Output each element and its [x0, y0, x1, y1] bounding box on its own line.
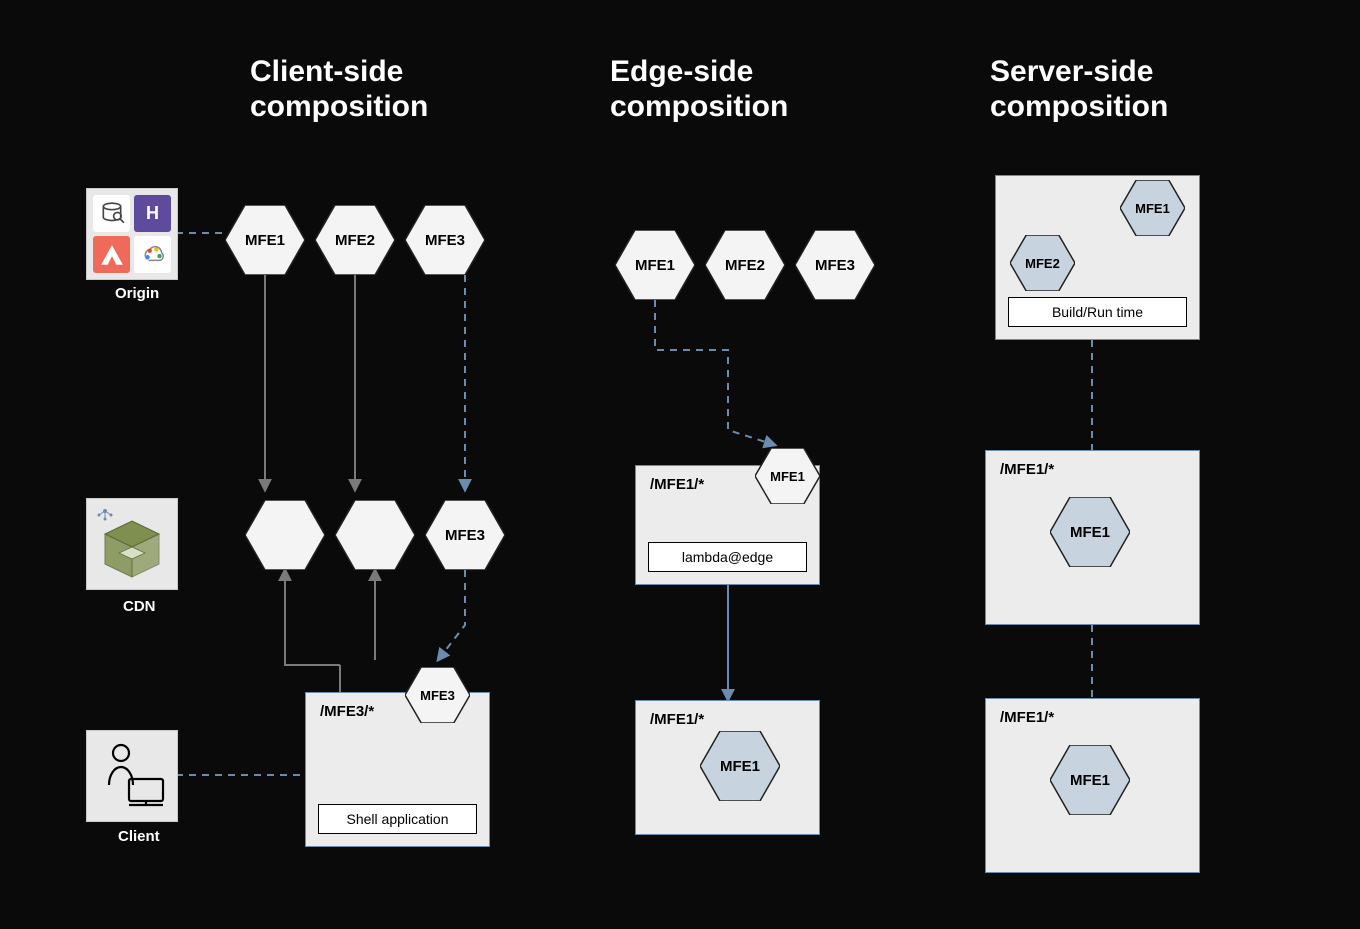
cs-mfe3-top-label: MFE3 — [425, 232, 465, 249]
cs-mfe3-sm-label: MFE3 — [420, 688, 455, 703]
cs-mfe2-top-label: MFE2 — [335, 232, 375, 249]
cs-mfe2-top: MFE2 — [315, 205, 395, 275]
cs-mfe3-cdn: MFE3 — [425, 500, 505, 570]
es-edge-title: /MFE1/* — [650, 476, 704, 493]
es-edge-footer: lambda@edge — [648, 542, 807, 572]
ss-mfe1-bot-label: MFE1 — [1070, 772, 1110, 789]
t-client: Client-side composition — [250, 55, 428, 124]
cloudfront-icon — [87, 499, 177, 589]
sl-cdn: CDN — [123, 598, 156, 615]
s3-icon — [93, 195, 130, 232]
es-client-title: /MFE1/* — [650, 711, 704, 728]
ss-build-footer: Build/Run time — [1008, 297, 1187, 327]
heroku-icon: H — [134, 195, 171, 232]
sl-client: Client — [118, 828, 160, 845]
cs-mfe3-cdn-label: MFE3 — [445, 527, 485, 544]
cs-mfe3-sm: MFE3 — [405, 667, 470, 723]
cs-mfe1-top: MFE1 — [225, 205, 305, 275]
es-mfe1-top-label: MFE1 — [635, 257, 675, 274]
cs-shell-title: /MFE3/* — [320, 703, 374, 720]
es-mfe3-top-label: MFE3 — [815, 257, 855, 274]
ss-bot-title: /MFE1/* — [1000, 709, 1054, 726]
origin-card: H — [86, 188, 178, 280]
ss-mfe1-mid-label: MFE1 — [1070, 524, 1110, 541]
ss-mfe1-mid: MFE1 — [1050, 497, 1130, 567]
ss-mfe2-top-label: MFE2 — [1025, 256, 1060, 271]
client-user-icon — [87, 731, 177, 821]
es-mfe1-bot-label: MFE1 — [720, 758, 760, 775]
ss-mid-title: /MFE1/* — [1000, 461, 1054, 478]
es-mfe1-bot: MFE1 — [700, 731, 780, 801]
w-es-top-edge — [655, 300, 775, 445]
es-mfe1-top: MFE1 — [615, 230, 695, 300]
diagram-stage: Client-side composition Edge-side composi… — [0, 0, 1360, 929]
ss-mfe1-top: MFE1 — [1120, 180, 1185, 236]
ss-mfe1-bot: MFE1 — [1050, 745, 1130, 815]
es-mfe1-sm-label: MFE1 — [770, 469, 805, 484]
cs-mfe1-cdn — [245, 500, 325, 570]
w-cs1-up — [285, 570, 340, 665]
t-server: Server-side composition — [990, 55, 1168, 124]
amplify-icon — [93, 236, 130, 273]
ss-mfe2-top: MFE2 — [1010, 235, 1075, 291]
cdn-card — [86, 498, 178, 590]
ss-mfe1-top-label: MFE1 — [1135, 201, 1170, 216]
sl-origin: Origin — [115, 285, 159, 302]
es-mfe1-sm: MFE1 — [755, 448, 820, 504]
cs-shell-footer: Shell application — [318, 804, 477, 834]
es-mfe2-top: MFE2 — [705, 230, 785, 300]
cs-mfe1-top-label: MFE1 — [245, 232, 285, 249]
gcloud-icon — [134, 236, 171, 273]
w-cs3-shell — [438, 570, 465, 660]
es-mfe2-top-label: MFE2 — [725, 257, 765, 274]
heroku-glyph: H — [146, 203, 159, 224]
cs-mfe3-top: MFE3 — [405, 205, 485, 275]
es-mfe3-top: MFE3 — [795, 230, 875, 300]
t-edge: Edge-side composition — [610, 55, 788, 124]
cs-mfe2-cdn — [335, 500, 415, 570]
origin-icon-grid: H — [93, 195, 171, 273]
client-card — [86, 730, 178, 822]
